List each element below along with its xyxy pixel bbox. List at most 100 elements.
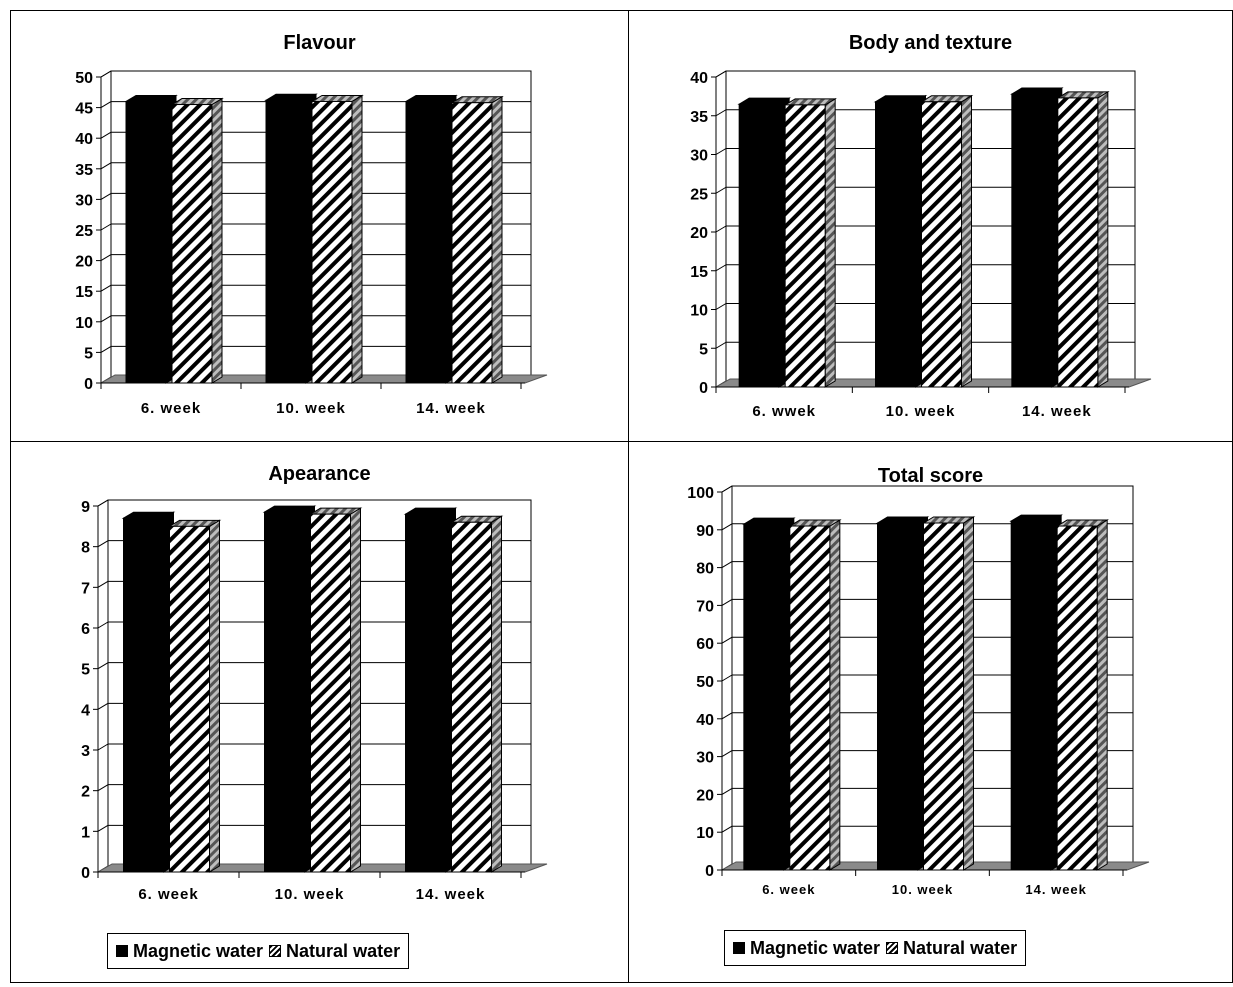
y-tick-label: 8	[81, 540, 90, 557]
bar-natural	[783, 98, 837, 388]
bar-natural	[310, 94, 364, 384]
y-tick-label: 15	[690, 264, 708, 281]
bar-natural	[919, 94, 974, 388]
y-tick-label: 25	[75, 223, 93, 240]
chart-total-score: Total score 0 10 20 30 40 50 60 70 80 90 100 6. week…	[687, 465, 1150, 897]
bar-magnetic	[742, 517, 796, 871]
y-tick-label: 100	[687, 485, 714, 502]
legend-entry-magnetic: Magnetic water	[733, 938, 880, 959]
gridline-depth	[100, 345, 112, 353]
chart-title: Total score	[878, 465, 983, 487]
gridline-depth	[715, 109, 727, 117]
gridline-depth	[97, 580, 109, 588]
bar-magnetic	[1010, 87, 1064, 388]
x-tick-label: 10. week	[892, 882, 954, 897]
gridline-depth	[100, 254, 112, 262]
y-tick-label: 5	[699, 341, 708, 358]
gridline-depth	[715, 225, 727, 233]
legend-swatch-natural	[269, 945, 282, 957]
y-tick-label: 0	[84, 376, 93, 393]
y-tick-label: 45	[75, 101, 93, 118]
chart-title: Body and texture	[849, 32, 1012, 54]
x-tick-label: 6. wwek	[752, 403, 816, 420]
bar-magnetic	[124, 94, 178, 384]
bar-magnetic	[403, 507, 458, 873]
legend-entry-magnetic: Magnetic water	[116, 941, 263, 962]
legend-label-magnetic: Magnetic water	[750, 937, 881, 958]
chart-panel-flavour: Flavour 0 5 10 15 20 25 30 35 40 45 50 6. week 10. we…	[11, 11, 628, 441]
x-tick-label: 6. week	[141, 400, 201, 417]
x-tick-label: 14. week	[416, 886, 486, 903]
gridline-depth	[97, 662, 109, 670]
y-tick-label: 10	[696, 825, 714, 842]
y-tick-label: 20	[696, 787, 714, 804]
gridline-depth	[721, 712, 733, 720]
bar-natural	[921, 516, 976, 871]
y-tick-label: 80	[696, 561, 714, 578]
x-tick-label: 6. week	[138, 886, 198, 903]
gridline-depth	[715, 186, 727, 194]
y-tick-label: 7	[81, 580, 90, 597]
legend-label-magnetic: Magnetic water	[133, 940, 264, 961]
bar-magnetic	[262, 505, 317, 873]
chart-title: Flavour	[283, 32, 355, 54]
y-tick-label: 30	[75, 192, 93, 209]
gridline-depth	[100, 223, 112, 231]
y-tick-label: 50	[75, 70, 93, 87]
y-tick-label: 90	[696, 523, 714, 540]
gridline-depth	[721, 523, 733, 531]
legend-swatch-magnetic	[733, 942, 745, 954]
gridline-depth	[721, 674, 733, 682]
gridline-depth	[721, 825, 733, 833]
bar-natural	[788, 519, 842, 871]
gridline-depth	[721, 561, 733, 569]
chart-flavour: Flavour 0 5 10 15 20 25 30 35 40 45 50 6. week 10. we…	[75, 32, 548, 417]
gridline-depth	[100, 284, 112, 292]
legend-entry-natural: Natural water	[886, 938, 1017, 959]
y-tick-label: 10	[75, 315, 93, 332]
y-tick-label: 6	[81, 621, 90, 638]
y-tick-label: 30	[690, 148, 708, 165]
gridline-depth	[97, 702, 109, 710]
bar-natural	[167, 519, 222, 873]
x-tick-label: 10. week	[275, 886, 345, 903]
y-tick-label: 20	[75, 254, 93, 271]
gridline-depth	[721, 750, 733, 758]
y-tick-label: 2	[81, 784, 90, 801]
y-tick-label: 15	[75, 284, 93, 301]
legend-total-score: Magnetic water Natural water	[724, 930, 1027, 966]
y-tick-label: 40	[75, 131, 93, 148]
y-tick-label: 5	[84, 345, 93, 362]
x-tick-label: 14. week	[1025, 882, 1087, 897]
bar-magnetic	[873, 94, 928, 388]
x-tick-label: 14. week	[416, 400, 486, 417]
bar-natural	[170, 97, 224, 384]
y-tick-label: 25	[690, 186, 708, 203]
gridline-depth	[715, 148, 727, 155]
y-tick-label: 60	[696, 636, 714, 653]
legend-label-natural: Natural water	[286, 940, 401, 961]
gridline-depth	[715, 341, 727, 349]
y-tick-label: 9	[81, 499, 90, 516]
legend-label-natural: Natural water	[903, 937, 1018, 958]
y-tick-label: 0	[705, 863, 714, 880]
y-tick-label: 40	[696, 712, 714, 729]
y-tick-label: 4	[81, 702, 90, 719]
y-tick-label: 35	[75, 162, 93, 179]
bar-natural	[449, 515, 504, 873]
gridline-depth	[97, 824, 109, 832]
bar-natural	[450, 95, 504, 384]
y-tick-label: 0	[699, 380, 708, 397]
y-tick-label: 50	[696, 674, 714, 691]
y-tick-label: 3	[81, 743, 90, 760]
bar-magnetic	[875, 516, 930, 871]
gridline-depth	[721, 598, 733, 606]
bar-magnetic	[264, 93, 318, 384]
y-tick-label: 0	[81, 865, 90, 882]
chart-body-texture: Body and texture 0 5 10 15 20 25 30 35 40 6. wwek 1…	[690, 32, 1152, 420]
legend-swatch-natural	[886, 942, 899, 954]
chart-panel-total-score: Total score 0 10 20 30 40 50 60 70 80 90 100 6. week…	[629, 442, 1232, 982]
x-tick-label: 6. week	[762, 882, 815, 897]
bar-magnetic	[737, 97, 791, 388]
gridline-depth	[100, 101, 112, 109]
